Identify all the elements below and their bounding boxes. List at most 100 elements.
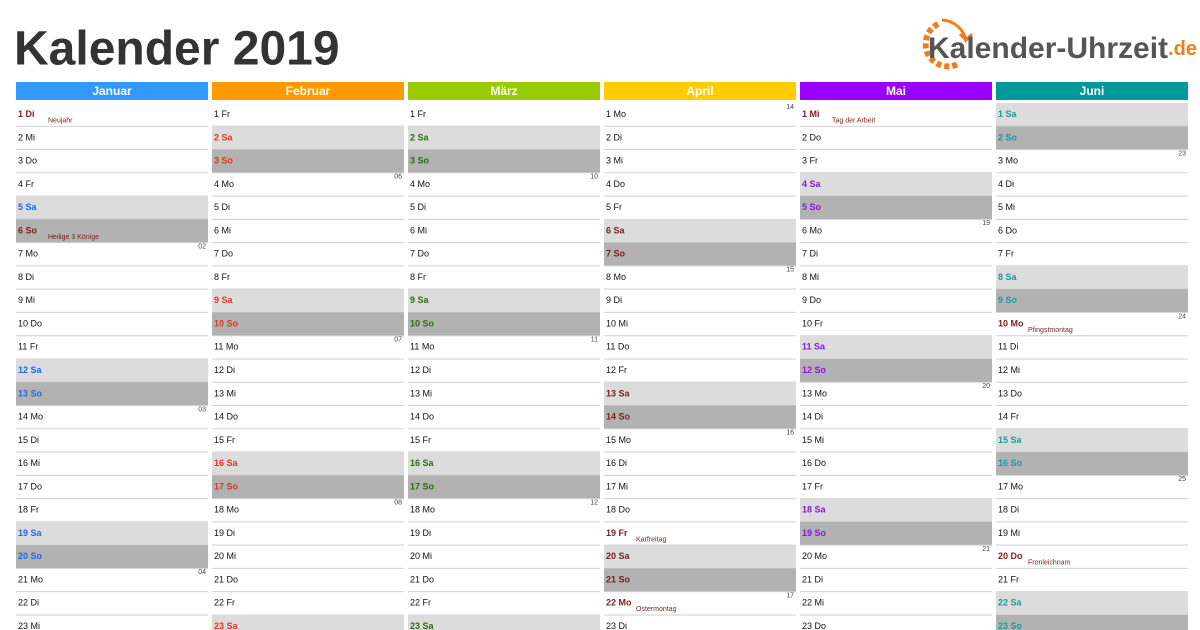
week-number: 15	[786, 267, 794, 274]
day: 17 So	[410, 481, 435, 491]
day: 22 Fr	[410, 598, 431, 608]
day: 13 Mi	[410, 388, 432, 398]
sunday-row	[16, 382, 208, 406]
week-number: 02	[198, 243, 206, 250]
day: 1 Di	[18, 109, 35, 119]
day: 15 Di	[18, 435, 39, 445]
holiday: Karfreitag	[636, 536, 666, 543]
saturday-row	[604, 219, 796, 243]
saturday-row	[16, 196, 208, 220]
holiday: Heilige 3 Könige	[48, 234, 99, 241]
day: 14 Fr	[998, 412, 1019, 422]
day: 4 Sa	[802, 179, 822, 189]
day: 21 Do	[214, 574, 238, 584]
day: 3 So	[410, 156, 430, 166]
day: 7 Di	[802, 249, 818, 259]
day: 22 Mi	[802, 598, 824, 608]
day: 23 Mi	[18, 621, 40, 630]
day: 2 Sa	[410, 132, 430, 142]
saturday-row	[996, 428, 1188, 453]
day: 18 Fr	[18, 505, 39, 515]
day: 1 Sa	[998, 109, 1018, 119]
day: 12 So	[802, 365, 827, 375]
day: 6 Mo	[802, 225, 822, 235]
week-number: 10	[590, 174, 598, 181]
week-number: 06	[394, 174, 402, 181]
sunday-row	[16, 219, 208, 243]
week-number: 03	[198, 406, 206, 413]
sunday-row	[996, 289, 1188, 313]
day: 9 So	[998, 295, 1018, 305]
sunday-row	[16, 545, 208, 569]
day: 4 Mo	[214, 179, 234, 189]
day: 15 Sa	[998, 435, 1023, 445]
day: 6 Mi	[410, 225, 427, 235]
day: 5 Fr	[606, 202, 622, 212]
day: 19 Di	[214, 528, 235, 538]
day: 7 So	[606, 249, 626, 259]
saturday-row	[408, 289, 600, 313]
saturday-row	[800, 335, 992, 359]
day: 3 Do	[18, 156, 37, 166]
sunday-row	[212, 312, 404, 336]
day: 8 Mo	[606, 272, 626, 282]
day: 1 Fr	[214, 109, 230, 119]
day: 5 So	[802, 202, 822, 212]
day: 16 Sa	[410, 458, 435, 468]
saturday-row	[996, 591, 1188, 615]
logo-icon	[922, 21, 960, 70]
saturday-row	[408, 452, 600, 476]
day: 10 So	[410, 318, 435, 328]
day: 11 Mo	[214, 342, 238, 352]
day: 19 So	[802, 528, 827, 538]
sunday-row	[800, 358, 992, 383]
week-number: 17	[786, 593, 794, 600]
day: 13 Mo	[802, 388, 827, 398]
day: 12 Mi	[998, 365, 1020, 375]
week-number: 24	[1178, 313, 1186, 320]
day: 16 Do	[802, 458, 826, 468]
day: 2 So	[998, 132, 1018, 142]
week-number: 20	[982, 383, 990, 390]
day: 10 Mi	[606, 318, 628, 328]
day: 20 Mi	[410, 551, 432, 561]
day: 6 Mi	[214, 225, 231, 235]
day: 23 Sa	[410, 621, 435, 630]
sunday-row	[212, 475, 404, 499]
day: 19 Mi	[998, 528, 1020, 538]
saturday-row	[212, 289, 404, 313]
holiday: Tag der Arbeit	[832, 117, 875, 124]
sunday-row	[408, 475, 600, 499]
holiday: Pfingstmontag	[1028, 327, 1073, 334]
saturday-row	[604, 382, 796, 406]
month-header	[996, 82, 1188, 100]
day: 7 Fr	[998, 249, 1014, 259]
day: 17 So	[214, 481, 239, 491]
day: 13 Sa	[606, 388, 631, 398]
day: 10 Mo	[998, 318, 1024, 328]
day: 16 Di	[606, 458, 627, 468]
month-name: Februar	[286, 84, 331, 98]
day: 16 So	[998, 458, 1023, 468]
day: 11 Fr	[18, 342, 38, 352]
saturday-row	[996, 103, 1188, 127]
sunday-row	[604, 568, 796, 592]
week-number: 11	[591, 337, 598, 344]
day: 16 Mi	[18, 458, 40, 468]
sunday-row	[408, 149, 600, 173]
sunday-row	[408, 312, 600, 336]
day: 9 Di	[606, 295, 622, 305]
logo-text: Kalender-Uhrzeit.de	[928, 32, 1197, 65]
day: 22 Fr	[214, 598, 235, 608]
day: 5 Di	[214, 202, 230, 212]
day: 10 Do	[18, 318, 42, 328]
day: 3 So	[214, 156, 234, 166]
day: 1 Mo	[606, 109, 626, 119]
month-header	[408, 82, 600, 100]
week-number: 08	[394, 499, 402, 506]
week-number: 16	[786, 430, 794, 437]
holiday: Ostermontag	[636, 606, 677, 613]
day: 17 Mo	[998, 481, 1023, 491]
day: 11 Di	[998, 342, 1018, 352]
day: 3 Mi	[606, 156, 623, 166]
